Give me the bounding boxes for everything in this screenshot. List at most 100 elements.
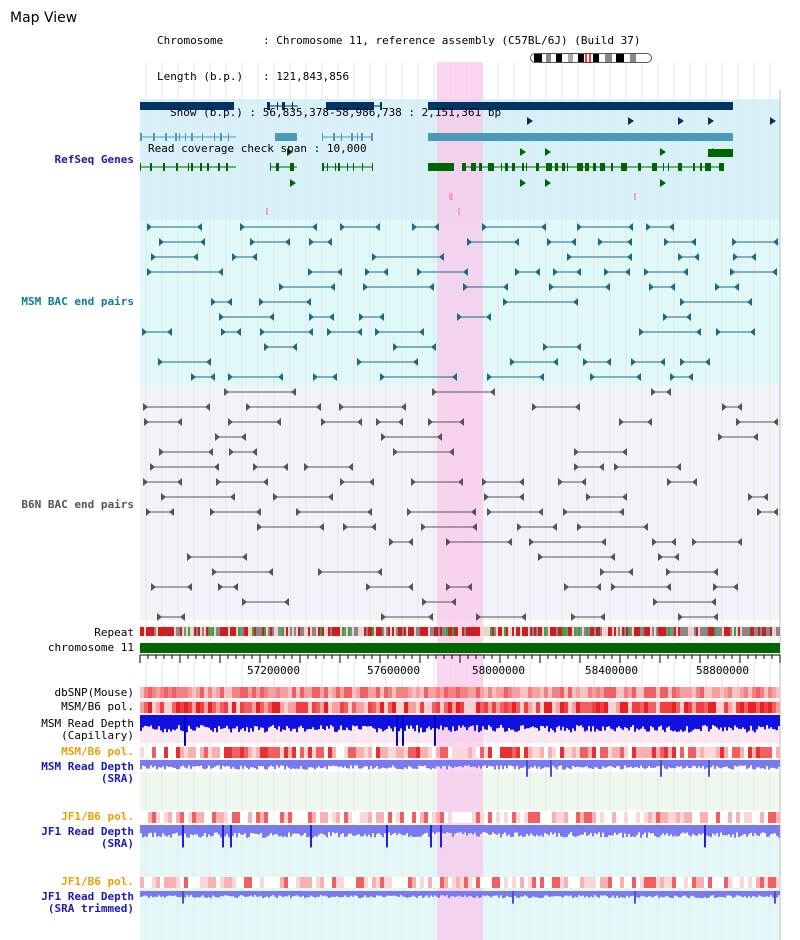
msm-pol-cell [492, 702, 496, 713]
jf1-pol2-cell [616, 877, 620, 888]
jf1-trim-depth-bar [300, 891, 302, 898]
msm-depth-bar [762, 715, 764, 727]
repeat-cell [608, 627, 610, 636]
msm-sra-depth-bar [734, 760, 736, 766]
msm-bac-pair-end [733, 253, 738, 261]
jf1-depth-bar [196, 825, 198, 835]
gene-marker [634, 193, 636, 200]
msm-pol-cell [208, 702, 212, 713]
jf1-pol2-cell [316, 877, 320, 888]
jf1-depth-bar [382, 825, 384, 838]
jf1-depth-bar [594, 825, 596, 834]
msm-depth-bar [752, 715, 754, 731]
msm-pol-cell [328, 702, 332, 713]
jf1-pol-cell [180, 812, 184, 823]
repeat-cell [224, 627, 226, 636]
msm-bac-pair-end [747, 298, 752, 306]
b6n-bac-pair-end [143, 403, 148, 411]
jf1-depth-bar [570, 825, 572, 833]
jf1-depth-bar [752, 825, 754, 837]
msm-depth-bar [490, 715, 492, 728]
track-label-chromosome: chromosome 11 [47, 641, 134, 654]
b6n-bac-pair-end [411, 478, 416, 486]
b6n-bac-pair-end [628, 568, 633, 576]
jf1-pol-cell [380, 812, 384, 823]
gene-exon [471, 163, 476, 171]
msm-depth-bar [204, 715, 206, 727]
msm-pol2-cell [432, 747, 436, 758]
jf1-depth-bar [328, 825, 330, 833]
jf1-trim-depth-bar [562, 891, 564, 898]
jf1-trim-depth-bar [168, 891, 170, 896]
jf1-trim-depth-bar [476, 891, 478, 896]
track-label-b6n-bac[interactable]: B6N BAC end pairs [21, 498, 134, 511]
repeat-cell [628, 627, 630, 636]
jf1-depth-bar [436, 825, 438, 833]
b6n-bac-pair-end [748, 493, 753, 501]
jf1-pol-cell [504, 812, 508, 823]
jf1-pol2-cell [612, 877, 616, 888]
msm-pol2-cell [216, 747, 220, 758]
msm-sra-depth-bar [740, 760, 742, 766]
b6n-bac-pair-end [291, 388, 296, 396]
jf1-trim-depth-bar [450, 891, 452, 897]
msm-sra-depth-bar [666, 760, 668, 770]
jf1-pol2-cell [404, 877, 408, 888]
b6n-bac-pair-end [736, 418, 741, 426]
b6n-bac-pair-end [532, 403, 537, 411]
msm-pol-cell [488, 702, 492, 713]
jf1-trim-depth-bar [170, 891, 172, 896]
msm-depth-bar [748, 715, 750, 731]
jf1-pol-cell [392, 812, 396, 823]
jf1-trim-depth-bar [754, 891, 756, 897]
jf1-depth-bar [516, 825, 518, 833]
show-value: 56,835,378-58,986,738 : 2,151,361 bp [262, 106, 502, 119]
msm-pol-cell [412, 702, 416, 713]
dbsnp-cell [160, 687, 164, 698]
jf1-trim-depth-bar [224, 891, 226, 896]
jf1-trim-depth-bar [186, 891, 188, 896]
track-label-refseq[interactable]: RefSeq Genes [54, 153, 134, 166]
msm-sra-depth-bar [736, 760, 738, 767]
track-label-msm-bac[interactable]: MSM BAC end pairs [21, 295, 134, 308]
jf1-trim-depth-bar [552, 891, 554, 897]
msm-pol2-cell [488, 747, 492, 758]
jf1-trim-depth-bar [332, 891, 334, 897]
msm-pol2-cell [716, 747, 720, 758]
jf1-pol-cell [264, 812, 268, 823]
jf1-depth-bar [226, 825, 228, 835]
gene-exon [282, 102, 285, 110]
msm-pol2-cell [228, 747, 232, 758]
jf1-depth-bar [718, 825, 720, 837]
gene-exon [185, 133, 186, 141]
jf1-depth-bar [242, 825, 244, 835]
jf1-trim-depth-bar [608, 891, 610, 898]
jf1-trim-depth-bar [436, 891, 438, 897]
msm-pol2-cell [444, 747, 448, 758]
jf1-depth-bar [514, 825, 516, 833]
gene [428, 163, 454, 171]
jf1-pol2-cell [412, 877, 416, 888]
dbsnp-cell [584, 687, 588, 698]
jf1-pol2-cell [556, 877, 560, 888]
jf1-trim-depth-bar [290, 891, 292, 898]
jf1-depth-bar [308, 825, 310, 838]
msm-pol2-cell [692, 747, 696, 758]
msm-depth-bar [320, 715, 322, 726]
jf1-trim-depth-bar [248, 891, 250, 897]
jf1-depth-bar [614, 825, 616, 833]
jf1-trim-depth-bar [696, 891, 698, 898]
jf1-depth-bar [736, 825, 738, 833]
msm-depth-bar [260, 715, 262, 728]
jf1-trim-depth-bar [716, 891, 718, 898]
jf1-trim-depth-bar [556, 891, 558, 896]
msm-pol-cell [256, 702, 260, 713]
msm-sra-depth-bar [446, 760, 448, 770]
jf1-pol-cell [408, 812, 412, 823]
jf1-depth-bar-spike [230, 825, 232, 848]
msm-bac-pair-end [218, 268, 223, 276]
b6n-bac-pair-end [366, 583, 371, 591]
msm-pol-cell [276, 702, 280, 713]
chromosome-ideogram[interactable] [530, 53, 652, 63]
jf1-trim-depth-bar [618, 891, 620, 898]
